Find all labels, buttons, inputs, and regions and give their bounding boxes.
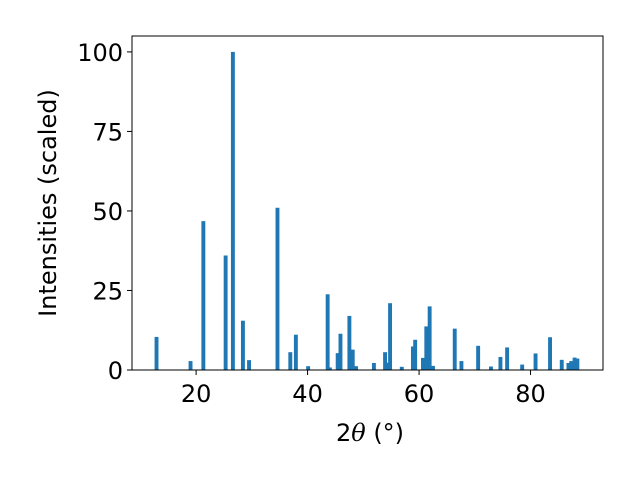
bar [306, 366, 311, 370]
y-axis: 0 25 50 75 100 [77, 39, 132, 385]
bars-group [154, 51, 580, 371]
bar [572, 357, 577, 370]
bar [230, 51, 235, 371]
bar [288, 352, 293, 370]
y-tick-label: 0 [108, 357, 123, 385]
bar [427, 306, 432, 370]
x-axis-label-theta: θ [351, 419, 366, 447]
y-axis-label: Intensities (scaled) [34, 89, 62, 317]
bar [452, 328, 457, 370]
bar [240, 320, 245, 370]
bar [385, 362, 390, 370]
bar [275, 207, 280, 370]
y-tick-label: 75 [92, 118, 123, 146]
y-tick-label: 100 [77, 39, 123, 67]
bar [350, 349, 355, 370]
bar [354, 366, 359, 370]
bar [476, 345, 481, 370]
y-tick-label: 25 [92, 277, 123, 305]
bar [188, 361, 193, 370]
bar [410, 346, 415, 370]
x-axis-label-prefix: 2 [336, 419, 351, 447]
bar [520, 364, 525, 370]
bar [575, 358, 580, 370]
bar [325, 294, 330, 370]
bar [431, 365, 435, 370]
bar [388, 303, 393, 370]
bar [459, 361, 464, 370]
bar [566, 363, 571, 370]
bar [505, 347, 510, 370]
bar [421, 357, 425, 370]
bar [247, 360, 251, 370]
bar [201, 221, 206, 370]
x-axis: 20 40 60 80 [181, 370, 546, 408]
x-tick-label: 20 [181, 380, 212, 408]
bar [371, 363, 376, 370]
bar [383, 352, 388, 370]
bar [424, 326, 429, 370]
x-axis-label-unit: (°) [366, 419, 404, 447]
x-tick-label: 80 [515, 380, 546, 408]
bar [548, 337, 552, 370]
bar [338, 333, 343, 370]
bar [223, 255, 228, 370]
bar [533, 353, 538, 370]
bar [498, 356, 503, 370]
x-tick-label: 60 [404, 380, 435, 408]
bar [569, 361, 574, 370]
bar [559, 359, 564, 370]
bar [335, 353, 340, 370]
bar [154, 336, 159, 370]
x-tick-label: 40 [292, 380, 323, 408]
y-tick-label: 50 [92, 198, 123, 226]
bar [413, 339, 418, 370]
bar [293, 334, 298, 370]
bar [327, 367, 332, 370]
bar [347, 315, 352, 370]
bar [489, 366, 493, 370]
plot-frame [131, 35, 604, 371]
x-axis-label: 2θ (°) [336, 419, 404, 447]
bar [399, 366, 404, 370]
